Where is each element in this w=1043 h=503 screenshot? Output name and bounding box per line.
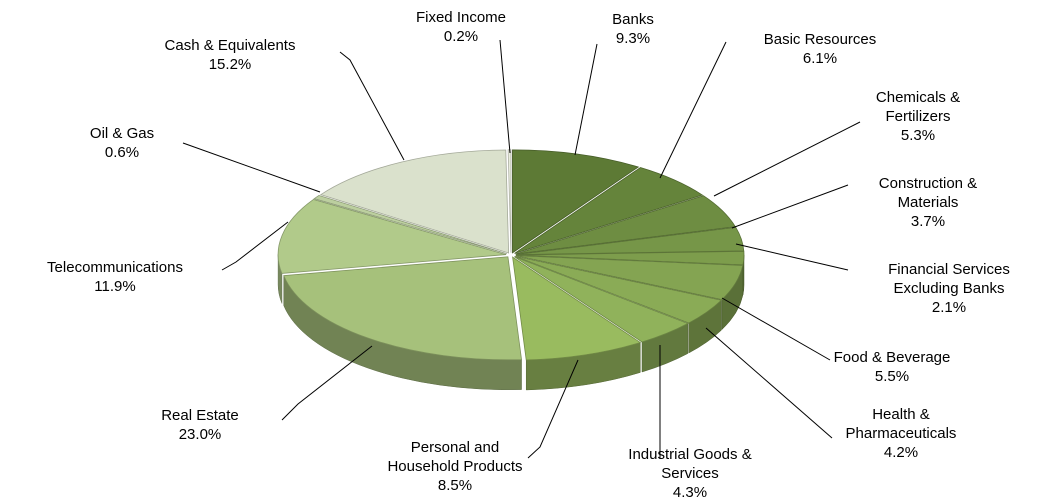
slice-label-cash-and-equivalents: Cash & Equivalents 15.2% [165,37,296,73]
pie-slice-health-and-pharmaceuticals [515,255,723,324]
slice-label-financial-services-excluding-banks: Financial Services Excluding Banks 2.1% [888,261,1010,316]
slice-label-construction-and-materials: Construction & Materials 3.7% [879,175,977,230]
pie-slice-telecommunications [277,199,507,274]
slice-name-label: Health & [872,406,930,423]
pie-slice-construction-and-materials [515,226,745,256]
slice-name-label: Excluding Banks [894,280,1005,297]
slice-label-food-and-beverage: Food & Beverage 5.5% [834,349,951,385]
slice-name-label: Telecommunications [47,259,183,276]
slice-name-label: Oil & Gas [90,125,154,142]
slice-label-industrial-goods-and-services: Industrial Goods & Services 4.3% [628,446,751,501]
slice-name-label: Basic Resources [764,31,877,48]
leader-line-telecommunications [221,221,289,271]
leader-line-basic-resources [659,41,727,179]
slice-value-label: 5.3% [901,127,935,144]
leader-line-banks [574,43,598,156]
slice-name-label: Financial Services [888,261,1010,278]
slice-name-label: Chemicals & [876,89,960,106]
slice-name-label: Fertilizers [885,108,950,125]
pie-slice-real-estate [283,256,522,361]
slice-labels: Banks 9.3% Basic Resources 6.1% Chemicals & F… [47,9,1010,501]
slice-name-label: Materials [898,194,959,211]
leader-line-construction-and-materials [731,184,849,229]
slice-label-personal-and-household-products: Personal and Household Products 8.5% [387,439,522,494]
leader-line-oil-and-gas [182,142,321,193]
slice-label-health-and-pharmaceuticals: Health & Pharmaceuticals 4.2% [846,406,957,461]
slice-value-label: 4.3% [673,484,707,501]
slice-name-label: Industrial Goods & [628,446,751,463]
leader-line-food-and-beverage [721,297,831,361]
slice-value-label: 2.1% [932,299,966,316]
slice-value-label: 8.5% [438,477,472,494]
slice-label-banks: Banks 9.3% [612,11,654,47]
slice-value-label: 9.3% [616,30,650,47]
leader-line-health-and-pharmaceuticals [705,327,833,439]
leader-lines [182,39,861,459]
slice-name-label: Construction & [879,175,977,192]
pie-slice-food-and-beverage [515,255,744,301]
pie-slice-cash-and-equivalents [319,149,510,254]
slice-label-fixed-income: Fixed Income 0.2% [416,9,506,45]
slice-label-telecommunications: Telecommunications 11.9% [47,259,183,295]
pie-slice-tops [277,149,745,361]
pie-slice-industrial-goods-and-services [514,256,689,343]
leader-line-fixed-income [499,39,511,154]
slice-value-label: 6.1% [803,50,837,67]
slice-name-label: Household Products [387,458,522,475]
pie-3d-sides [277,254,745,391]
leader-line-real-estate [281,345,373,421]
slice-value-label: 23.0% [179,426,222,443]
leader-line-cash-and-equivalents [339,51,405,161]
pie-slice-personal-and-household-products [512,256,642,361]
slice-value-label: 0.6% [105,144,139,161]
slice-name-label: Food & Beverage [834,349,951,366]
slice-value-label: 3.7% [911,213,945,230]
slice-label-real-estate: Real Estate 23.0% [161,407,239,443]
leader-line-chemicals-and-fertilizers [713,121,861,197]
leader-line-financial-services-excluding-banks [735,243,849,271]
slice-name-label: Services [661,465,719,482]
slice-value-label: 15.2% [209,56,252,73]
pie-slice-basic-resources [514,167,704,254]
slice-name-label: Real Estate [161,407,239,424]
slice-name-label: Personal and [411,439,499,456]
slice-name-label: Cash & Equivalents [165,37,296,54]
leader-line-personal-and-household-products [527,359,579,459]
pie-slice-oil-and-gas [313,194,507,255]
slice-value-label: 5.5% [875,368,909,385]
slice-label-basic-resources: Basic Resources 6.1% [764,31,877,67]
slice-label-chemicals-and-fertilizers: Chemicals & Fertilizers 5.3% [876,89,960,144]
slice-name-label: Fixed Income [416,9,506,26]
slice-value-label: 11.9% [94,278,135,295]
pie-slice-banks [512,149,640,254]
slice-name-label: Banks [612,11,654,28]
slice-value-label: 0.2% [444,28,478,45]
slice-value-label: 4.2% [884,444,918,461]
slice-label-oil-and-gas: Oil & Gas 0.6% [90,125,154,161]
slice-name-label: Pharmaceuticals [846,425,957,442]
pie-slice-financial-services-excluding-banks [515,250,745,266]
